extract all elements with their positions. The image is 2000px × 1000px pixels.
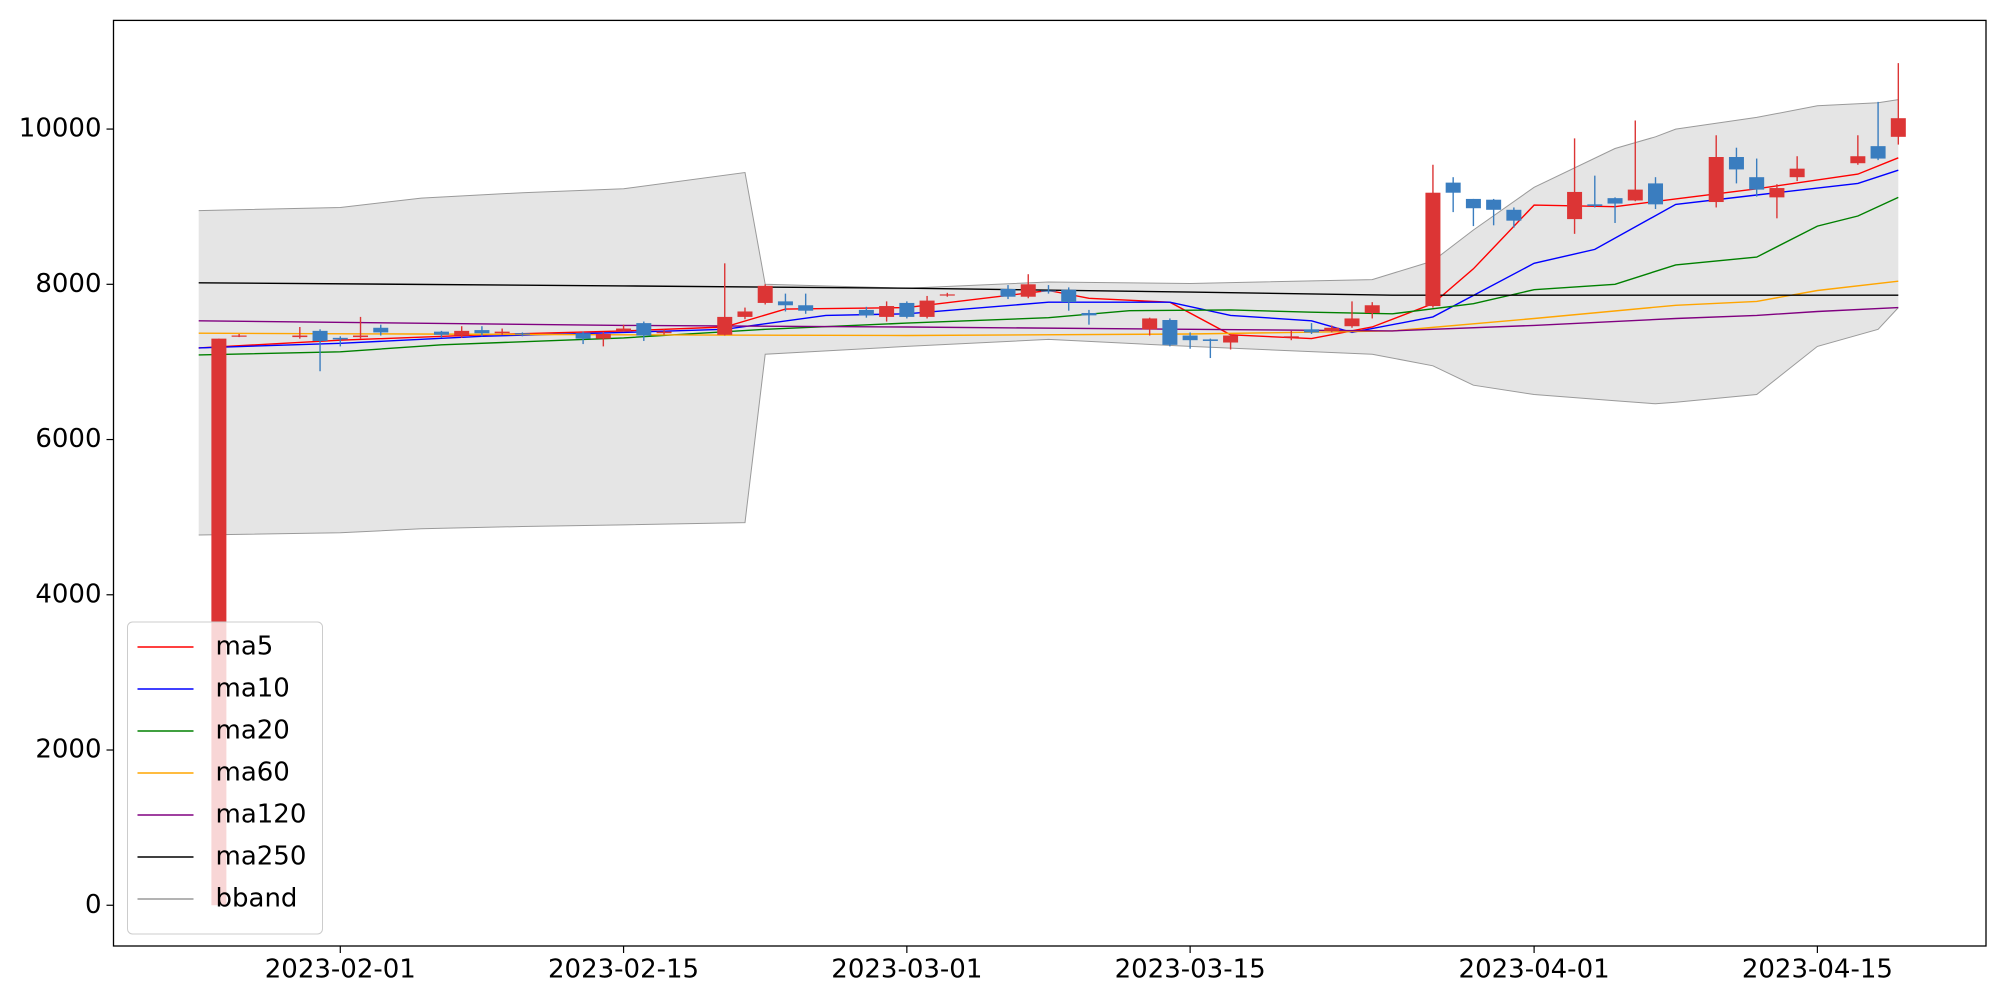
legend-label: ma5 — [216, 632, 274, 662]
ma-line — [198, 282, 1899, 296]
legend: ma5 ma10 ma20 ma60 ma120 ma250 bband — [127, 621, 323, 935]
band-lower — [198, 307, 1899, 536]
candle-body — [1627, 189, 1643, 201]
candle-body — [312, 330, 328, 341]
candle-body — [1344, 318, 1360, 327]
y-tick-label: 10000 — [19, 114, 102, 144]
candle-body — [1789, 168, 1805, 178]
candle-body — [1506, 209, 1522, 221]
legend-label: ma250 — [216, 842, 307, 872]
candle-body — [879, 306, 895, 317]
candle-body — [1486, 199, 1502, 210]
ma-line — [198, 280, 1899, 337]
candle-body — [1324, 327, 1340, 331]
y-tick-label: 2000 — [35, 735, 101, 765]
legend-label: ma60 — [216, 758, 290, 788]
candle-body — [1202, 339, 1218, 341]
candle-body — [1061, 289, 1077, 303]
candle-body — [1081, 313, 1097, 316]
candle-body — [1142, 318, 1158, 330]
x-tick-label: 2023-04-15 — [1742, 955, 1893, 985]
x-tick-label: 2023-03-15 — [1115, 955, 1266, 985]
candle-body — [373, 327, 389, 333]
x-tick-label: 2023-02-15 — [548, 955, 699, 985]
candle-body — [1728, 157, 1744, 170]
y-tick-label: 8000 — [35, 269, 101, 299]
candle-body — [1364, 305, 1380, 314]
candle-body — [798, 305, 814, 311]
candle-body — [1870, 146, 1886, 159]
candle-body — [656, 331, 672, 334]
candle-body — [616, 328, 632, 331]
candle-body — [1283, 336, 1299, 338]
candle-body — [939, 294, 955, 296]
candle-body — [514, 333, 530, 335]
ma-line — [198, 306, 1899, 332]
legend-label: bband — [216, 884, 298, 914]
candle-body — [575, 333, 591, 339]
candle-body — [433, 331, 449, 335]
candle-body — [1020, 284, 1036, 297]
x-tick-label: 2023-04-01 — [1459, 955, 1610, 985]
candle-body — [1749, 177, 1765, 190]
ma-line — [198, 169, 1899, 349]
legend-frame — [127, 621, 323, 935]
candle-body — [1850, 156, 1866, 164]
candle-body — [1000, 288, 1016, 297]
candle-body — [595, 333, 611, 339]
candle-body — [353, 335, 369, 338]
candle-body — [1567, 191, 1583, 220]
candle-body — [1607, 198, 1623, 204]
y-tick-label: 6000 — [35, 424, 101, 454]
candle-body — [231, 335, 247, 337]
candle-body — [332, 337, 348, 340]
x-tick-label: 2023-02-01 — [265, 955, 416, 985]
candle-body — [636, 323, 652, 336]
y-tick-label: 0 — [85, 890, 102, 920]
candle-body — [1162, 320, 1178, 345]
band-upper — [198, 99, 1899, 289]
legend-label: ma120 — [216, 800, 307, 830]
candle-body — [1223, 335, 1239, 343]
candle-body — [757, 285, 773, 303]
candle-body — [1465, 198, 1481, 209]
candle-body — [1182, 335, 1198, 341]
ma-line — [198, 196, 1899, 356]
candle-body — [1445, 182, 1461, 193]
legend-label: ma20 — [216, 716, 290, 746]
candle-body — [858, 309, 874, 316]
candle-body — [737, 311, 753, 317]
x-tick-label: 2023-03-01 — [831, 955, 982, 985]
candle-body — [1769, 188, 1785, 198]
candle-body — [1708, 157, 1724, 203]
candle-body — [292, 335, 308, 338]
candle-body — [1587, 204, 1603, 206]
candle-body — [494, 331, 510, 334]
candle-body — [899, 302, 915, 317]
candle-body — [1890, 118, 1906, 137]
candle-body — [454, 330, 470, 336]
candle-body — [1040, 290, 1056, 292]
candle-body — [717, 316, 733, 335]
candle-body — [1648, 183, 1664, 205]
axes-frame — [112, 19, 1987, 947]
candle-body — [1425, 192, 1441, 307]
legend-label: ma10 — [216, 674, 290, 704]
candle-body — [474, 330, 490, 334]
candle-body — [919, 300, 935, 317]
candle-body — [777, 301, 793, 306]
candle-body — [1304, 329, 1320, 333]
y-tick-label: 4000 — [35, 579, 101, 609]
